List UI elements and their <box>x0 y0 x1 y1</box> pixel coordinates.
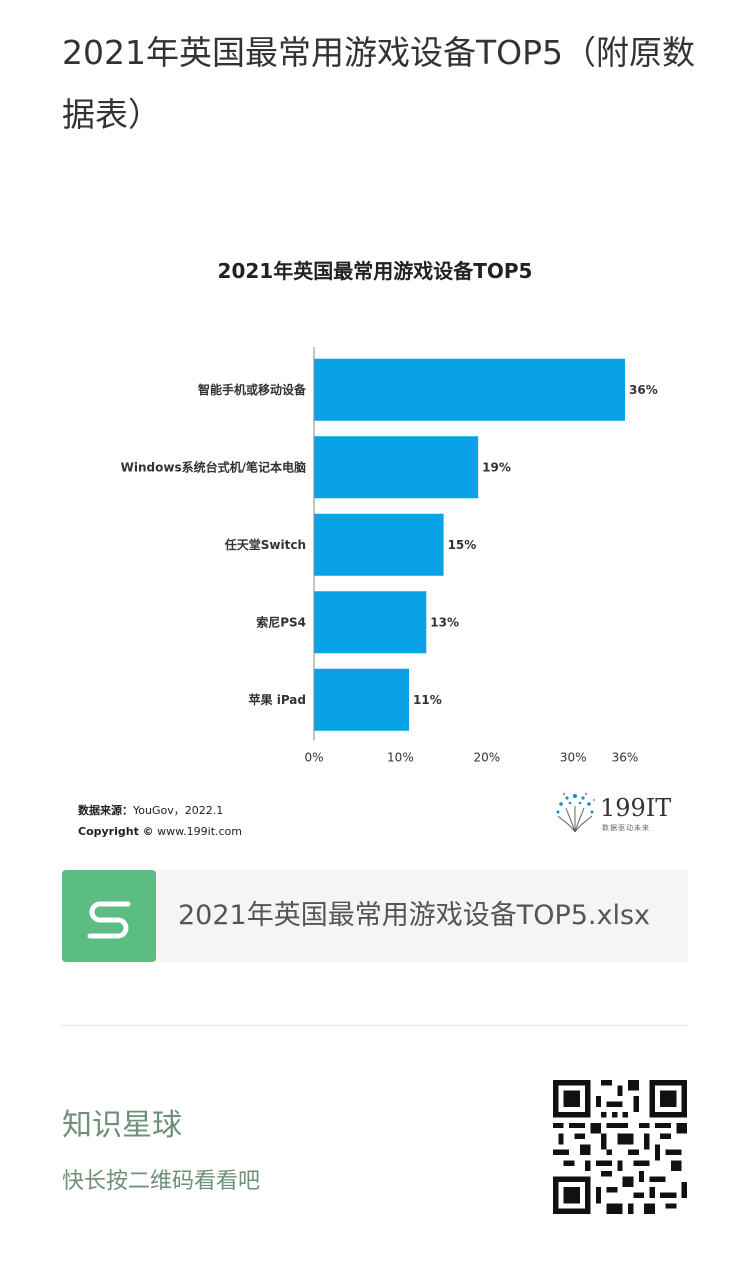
category-label: 苹果 iPad <box>249 692 306 707</box>
divider <box>62 1025 688 1026</box>
bar <box>314 436 479 499</box>
x-tick-label: 20% <box>473 751 500 765</box>
category-label: 任天堂Switch <box>224 537 306 552</box>
bar <box>314 591 427 654</box>
data-label: 19% <box>482 460 511 474</box>
attachment-filename: 2021年英国最常用游戏设备TOP5.xlsx <box>178 900 651 931</box>
source-block: 数据来源：YouGov，2022.1 Copyright © www.199it… <box>78 800 242 842</box>
chart-figure: 智能手机或移动设备 36% Windows系统台式机/笔记本电脑 19% 任天堂Swit… <box>62 230 688 850</box>
article-title: 2021年英国最常用游戏设备TOP5（附原数据表） <box>62 33 696 134</box>
attachment-card[interactable]: 2021年英国最常用游戏设备TOP5.xlsx <box>62 870 688 962</box>
bar <box>314 358 625 421</box>
logo-tagline: 数据驱动未来 <box>602 824 650 832</box>
source-value: YouGov，2022.1 <box>133 804 224 817</box>
planet-title: 知识星球 <box>62 1108 182 1143</box>
x-tick-label: 0% <box>304 751 323 765</box>
bar <box>314 513 444 576</box>
source-label: 数据来源： <box>78 804 133 817</box>
spreadsheet-s-icon <box>62 870 156 962</box>
category-label: Windows系统台式机/笔记本电脑 <box>121 459 306 474</box>
planet-subtitle: 快长按二维码看看吧 <box>62 1169 261 1194</box>
x-tick-label: 10% <box>387 751 414 765</box>
data-label: 11% <box>413 693 442 707</box>
qr-code[interactable] <box>553 1080 687 1214</box>
logo-text: 199IT <box>600 794 672 822</box>
x-tick-label: 36% <box>612 751 639 765</box>
bar-chart: 智能手机或移动设备 36% Windows系统台式机/笔记本电脑 19% 任天堂Swit… <box>121 347 658 765</box>
copyright-label: Copyright © <box>78 825 154 838</box>
copyright-value: www.199it.com <box>157 825 243 838</box>
category-label: 智能手机或移动设备 <box>197 382 307 397</box>
x-tick-label: 30% <box>560 751 587 765</box>
dandelion-icon <box>556 792 595 833</box>
199it-logo: 199IT 数据驱动未来 <box>552 790 682 840</box>
category-label: 索尼PS4 <box>256 614 306 629</box>
bar <box>314 668 410 731</box>
data-label: 13% <box>430 615 459 629</box>
data-label: 15% <box>448 538 477 552</box>
data-label: 36% <box>629 383 658 397</box>
chart-title: 2021年英国最常用游戏设备TOP5 <box>217 259 533 283</box>
